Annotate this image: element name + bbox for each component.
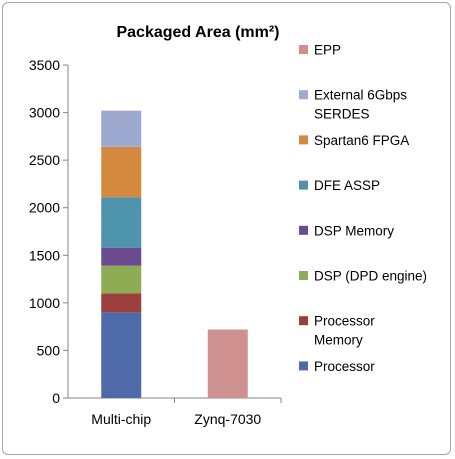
legend-label: EPP — [314, 43, 341, 58]
bar-segment — [207, 329, 248, 398]
bar-segment — [101, 312, 142, 398]
bar-segment — [101, 247, 142, 266]
y-tick-label: 1500 — [29, 247, 60, 263]
legend-label: External 6Gbps SERDES — [314, 88, 407, 122]
legend-swatch — [299, 135, 308, 145]
y-tick-label: 3500 — [29, 57, 60, 73]
bars — [101, 110, 248, 398]
legend-swatch — [299, 180, 308, 190]
y-tick-label: 2500 — [29, 152, 60, 168]
y-tick-label: 0 — [52, 390, 60, 406]
bar-segment — [101, 146, 142, 198]
chart-title: Packaged Area (mm²) — [116, 24, 279, 41]
x-tick-label: Multi-chip — [91, 411, 151, 427]
legend-label: DSP (DPD engine) — [314, 269, 427, 284]
y-tick-label: 1000 — [29, 295, 60, 311]
bar-segment — [101, 293, 142, 313]
axes: 0 500 1000 1500 2000 2500 3000 3500 Multi-chip Zy… — [29, 57, 282, 427]
legend-label: DFE ASSP — [314, 178, 380, 193]
legend-swatch — [299, 361, 308, 371]
legend-swatch — [299, 225, 308, 235]
legend: EPP External 6Gbps SERDES Spartan6 FPGA DFE … — [299, 43, 427, 374]
bar-segment — [101, 265, 142, 294]
legend-swatch — [299, 316, 308, 326]
y-tick-label: 2000 — [29, 200, 60, 216]
legend-swatch — [299, 271, 308, 280]
legend-label: Processor — [314, 359, 375, 374]
legend-swatch — [299, 90, 308, 100]
legend-swatch — [299, 45, 308, 54]
bar-segment — [101, 110, 142, 147]
legend-label: DSP Memory — [314, 223, 394, 238]
legend-label: Spartan6 FPGA — [314, 133, 409, 148]
y-tick-label: 3000 — [29, 105, 60, 121]
bar-segment — [101, 197, 142, 248]
y-tick-label: 500 — [37, 342, 61, 358]
legend-label: Processor Memory — [314, 314, 375, 348]
x-tick-label: Zynq-7030 — [194, 411, 261, 427]
